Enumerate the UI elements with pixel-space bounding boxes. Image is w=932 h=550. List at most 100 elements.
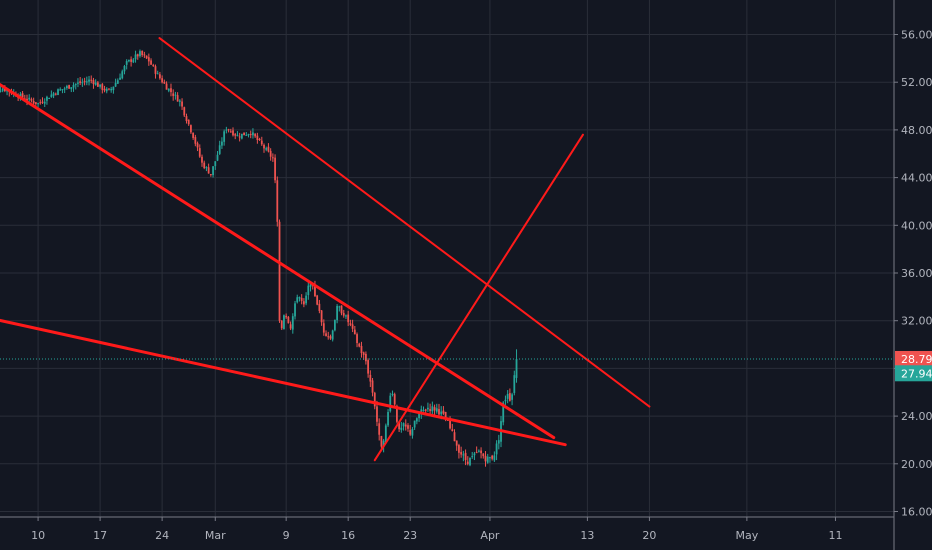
candle-body bbox=[285, 315, 288, 318]
candle-body bbox=[225, 129, 228, 131]
candle-body bbox=[243, 132, 245, 136]
candle-body bbox=[477, 450, 480, 452]
candle-body bbox=[455, 440, 458, 446]
x-tick-label: 9 bbox=[283, 529, 290, 542]
candle-body bbox=[141, 50, 144, 56]
candle-body bbox=[367, 360, 370, 374]
trendline-2[interactable] bbox=[0, 75, 556, 440]
candle-body bbox=[223, 131, 226, 142]
candle-body bbox=[249, 134, 252, 136]
candle-body bbox=[294, 303, 296, 317]
candle-body bbox=[263, 144, 265, 149]
candle-body bbox=[207, 167, 210, 174]
candle-body bbox=[358, 343, 361, 347]
x-axis[interactable]: 10 17 24 Mar 9 16 23 Apr 13 20 May 11 bbox=[0, 516, 894, 542]
candle-body bbox=[404, 424, 407, 427]
candle-body bbox=[371, 380, 374, 393]
candle-body bbox=[511, 394, 513, 400]
candle-body bbox=[209, 174, 212, 176]
candle-body bbox=[269, 150, 272, 157]
candle-body bbox=[433, 407, 436, 411]
trendline-3[interactable] bbox=[0, 317, 567, 447]
candle-body bbox=[145, 55, 148, 59]
candle-body bbox=[52, 93, 55, 96]
candle-body bbox=[37, 103, 39, 105]
candle-body bbox=[422, 410, 425, 412]
candle-body bbox=[289, 324, 292, 329]
candle-body bbox=[365, 353, 367, 362]
candle-body bbox=[50, 94, 53, 98]
candle-body bbox=[72, 84, 75, 88]
candle-body bbox=[349, 323, 352, 325]
candle-body bbox=[302, 301, 305, 305]
candle-body bbox=[92, 80, 95, 85]
candle-body bbox=[46, 96, 48, 101]
candle-body bbox=[108, 88, 110, 90]
candle-body bbox=[475, 452, 478, 454]
candle-body bbox=[329, 336, 332, 339]
candle-body bbox=[247, 134, 250, 136]
candle-body bbox=[114, 83, 117, 87]
candle-body bbox=[342, 313, 345, 316]
candle-body bbox=[147, 57, 150, 62]
candle-body bbox=[307, 285, 310, 296]
candle-body bbox=[482, 453, 485, 457]
candle-body bbox=[201, 156, 203, 163]
candle-body bbox=[134, 54, 137, 60]
y-tick-label: 32.00 bbox=[901, 315, 932, 328]
candle-body bbox=[464, 452, 467, 461]
candle-body bbox=[105, 88, 108, 92]
candle-body bbox=[376, 406, 378, 422]
candle-body bbox=[59, 89, 62, 91]
candle-body bbox=[41, 101, 44, 103]
y-tick-label: 48.00 bbox=[901, 124, 932, 137]
candle-body bbox=[356, 334, 358, 344]
candle-body bbox=[165, 83, 168, 90]
candle-body bbox=[373, 392, 376, 407]
candle-body bbox=[413, 420, 416, 428]
candle-body bbox=[139, 51, 141, 57]
candle-body bbox=[218, 145, 221, 154]
last-price-badge: 27.94 bbox=[895, 365, 932, 382]
candle-body bbox=[150, 60, 152, 65]
candle-body bbox=[296, 297, 299, 303]
candle-body bbox=[495, 443, 498, 455]
candle-body bbox=[125, 61, 128, 65]
candle-body bbox=[123, 66, 126, 72]
candle-body bbox=[48, 97, 51, 99]
y-tick-label: 40.00 bbox=[901, 219, 932, 232]
candle-body bbox=[39, 102, 42, 104]
candle-body bbox=[497, 440, 500, 444]
candle-body bbox=[384, 425, 387, 443]
y-tick-label: 16.00 bbox=[901, 506, 932, 519]
candle-body bbox=[484, 455, 487, 462]
last-price-badge-text: 27.94 bbox=[901, 367, 932, 380]
candle-body bbox=[119, 77, 121, 80]
candle-body bbox=[431, 406, 434, 412]
candle-body bbox=[101, 84, 104, 90]
trendlines[interactable] bbox=[0, 37, 651, 462]
candle-body bbox=[427, 407, 429, 410]
candle-body bbox=[398, 421, 401, 430]
candle-body bbox=[382, 440, 385, 447]
trendline-1[interactable] bbox=[158, 37, 651, 408]
current-price-badge-box bbox=[895, 350, 932, 367]
candle-body bbox=[429, 409, 432, 411]
candle-body bbox=[110, 88, 113, 91]
x-tick-label: May bbox=[736, 529, 759, 542]
candle-body bbox=[280, 320, 283, 329]
candle-body bbox=[136, 54, 139, 57]
y-axis[interactable]: 56.0052.0048.0044.0040.0036.0032.0028.00… bbox=[893, 0, 932, 550]
candle-body bbox=[90, 79, 93, 81]
trendline-4[interactable] bbox=[373, 133, 584, 462]
candle-body bbox=[79, 81, 82, 84]
candle-body bbox=[34, 102, 37, 105]
candle-body bbox=[506, 393, 509, 399]
candle-body bbox=[508, 393, 511, 401]
candle-body bbox=[1, 88, 4, 91]
candle-body bbox=[65, 86, 68, 89]
candle-body bbox=[170, 88, 172, 93]
candle-body bbox=[198, 148, 201, 157]
plot-area[interactable] bbox=[0, 37, 894, 467]
